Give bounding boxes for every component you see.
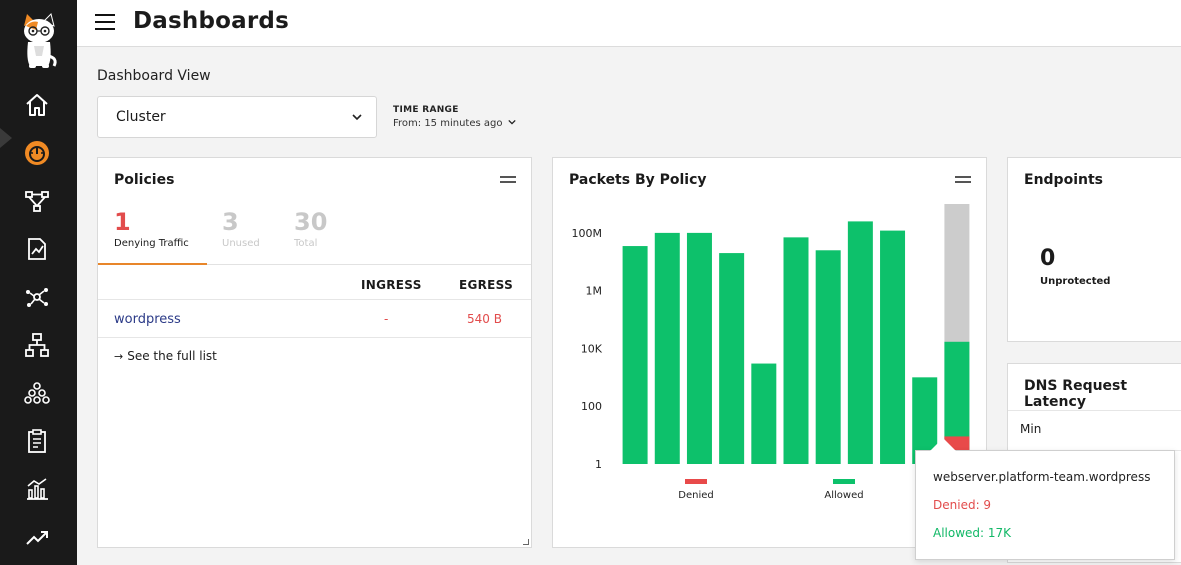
chart-tooltip: webserver.platform-team.wordpress Denied… (915, 450, 1175, 560)
bar-allowed (622, 246, 648, 464)
trending-up-icon[interactable] (22, 522, 52, 552)
report-chart-icon[interactable] (22, 234, 52, 264)
stat-label: Denying Traffic (114, 238, 189, 249)
clipboard-icon[interactable] (22, 426, 52, 456)
divider (98, 264, 531, 265)
y-tick-label: 1 (595, 458, 602, 471)
endpoints-title: Endpoints (1024, 172, 1103, 188)
bar-allowed (751, 363, 777, 464)
policy-link-wordpress[interactable]: wordpress (114, 312, 181, 327)
stat-denying-traffic[interactable]: 1 Denying Traffic (114, 208, 189, 249)
chevron-down-icon (352, 114, 362, 121)
network-graph-icon[interactable] (22, 282, 52, 312)
bar-allowed (783, 237, 809, 464)
dashboard-view-label: Dashboard View (97, 68, 211, 84)
y-tick-label: 1M (586, 285, 603, 298)
unprotected-label: Unprotected (1040, 276, 1111, 287)
divider (1008, 410, 1181, 411)
column-header-egress: EGRESS (459, 278, 514, 292)
top-header: Dashboards (77, 0, 1181, 47)
arrow-right-icon: → (114, 350, 124, 363)
topology-icon[interactable] (22, 186, 52, 216)
resize-handle-icon[interactable] (523, 539, 529, 545)
stat-unused[interactable]: 3 Unused (222, 208, 260, 249)
drag-handle-icon[interactable] (955, 176, 971, 185)
bar-allowed (654, 232, 680, 464)
cat-logo[interactable] (18, 12, 60, 70)
chevron-down-icon (508, 119, 516, 125)
stat-value: 1 (114, 208, 131, 236)
stat-value: 30 (294, 208, 328, 236)
egress-value: 540 B (467, 312, 502, 326)
stat-value: 3 (222, 208, 239, 236)
legend-swatch (685, 479, 707, 484)
see-full-list-link[interactable]: → See the full list (114, 349, 217, 363)
tooltip-allowed: Allowed: 17K (933, 526, 1012, 540)
y-tick-label: 100M (572, 227, 603, 240)
stat-label: Total (294, 238, 318, 249)
active-tab-underline (98, 263, 207, 265)
see-full-list-label: See the full list (127, 349, 217, 363)
divider (98, 337, 531, 338)
legend-label: Allowed (824, 490, 863, 501)
dashboard-gauge-icon[interactable] (22, 138, 52, 168)
time-range-dropdown[interactable]: From: 15 minutes ago (393, 118, 516, 129)
legend-swatch (833, 479, 855, 484)
ingress-value: - (384, 312, 389, 326)
endpoints-card: Endpoints 0 Unprotected (1007, 157, 1181, 342)
legend-label: Denied (678, 490, 713, 501)
bar-allowed (815, 250, 841, 464)
drag-handle-icon[interactable] (500, 176, 516, 185)
bar-chart-icon[interactable] (22, 474, 52, 504)
policies-card: Policies 1 Denying Traffic 3 Unused 30 T… (97, 157, 532, 548)
packets-title: Packets By Policy (569, 172, 707, 188)
home-icon[interactable] (22, 90, 52, 120)
y-tick-label: 100 (581, 400, 602, 413)
tooltip-denied: Denied: 9 (933, 498, 992, 512)
active-indicator (0, 128, 12, 148)
dashboard-view-select[interactable]: Cluster (97, 96, 377, 138)
packets-bar-chart: 100M 1M 10K 100 1 Denied Allowed (572, 204, 970, 501)
bar-allowed (686, 232, 712, 464)
stat-total[interactable]: 30 Total (294, 208, 327, 249)
time-range-value: From: 15 minutes ago (393, 118, 503, 129)
page-title: Dashboards (133, 8, 289, 34)
bar-allowed (880, 230, 906, 464)
tooltip-arrow (930, 438, 956, 451)
dashboard-view-value: Cluster (116, 109, 166, 125)
hamburger-menu-icon[interactable] (95, 14, 115, 32)
hierarchy-icon[interactable] (22, 330, 52, 360)
dns-latency-title: DNS Request Latency (1024, 378, 1128, 410)
stat-label: Unused (222, 238, 260, 249)
y-tick-label: 10K (581, 342, 603, 355)
dns-min-label: Min (1020, 422, 1042, 436)
sidebar (0, 0, 77, 565)
bar-allowed (847, 221, 873, 464)
cluster-icon[interactable] (22, 378, 52, 408)
packets-card: Packets By Policy 100M 1M 10K 100 1 Denied All… (552, 157, 987, 548)
column-header-ingress: INGRESS (361, 278, 422, 292)
unprotected-count: 0 (1040, 246, 1056, 271)
tooltip-title: webserver.platform-team.wordpress (933, 470, 1151, 484)
divider (98, 299, 531, 300)
time-range-label: TIME RANGE (393, 105, 459, 115)
bar-allowed (719, 253, 745, 464)
policies-title: Policies (114, 172, 175, 188)
